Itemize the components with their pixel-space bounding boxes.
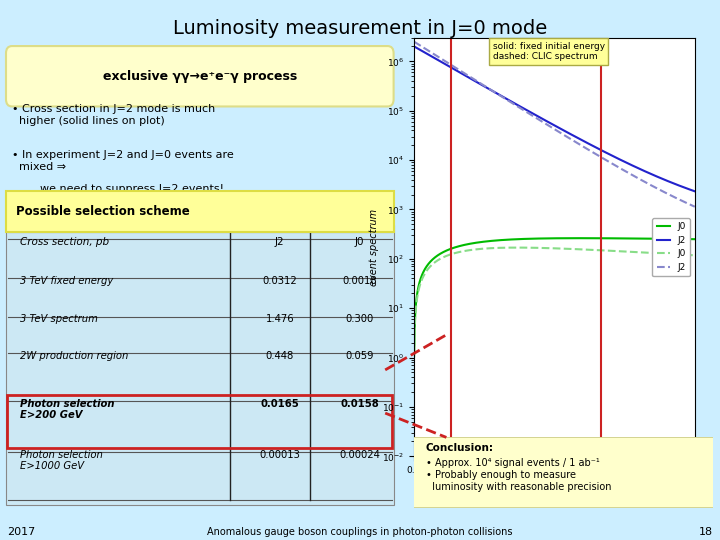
Text: Photon selection
E>200 GeV: Photon selection E>200 GeV xyxy=(20,399,114,421)
Text: exclusive γγ→e⁺e⁻γ process: exclusive γγ→e⁺e⁻γ process xyxy=(103,70,297,83)
Text: Cross section, pb: Cross section, pb xyxy=(20,237,109,247)
Text: 0.059: 0.059 xyxy=(346,350,374,361)
X-axis label: Final photon energy, TeV: Final photon energy, TeV xyxy=(494,481,615,490)
Text: we need to suppress J=2 events!: we need to suppress J=2 events! xyxy=(12,184,224,194)
Text: J0: J0 xyxy=(355,237,364,247)
Text: 3 TeV fixed energy: 3 TeV fixed energy xyxy=(20,275,113,286)
Text: 0.0165: 0.0165 xyxy=(261,399,299,409)
Text: Anomalous gauge boson couplings in photon-photon collisions: Anomalous gauge boson couplings in photo… xyxy=(207,527,513,537)
Text: J2: J2 xyxy=(275,237,284,247)
Text: Luminosity measurement in J=0 mode: Luminosity measurement in J=0 mode xyxy=(173,19,547,38)
Text: • Cross section in J=2 mode is much
  higher (solid lines on plot): • Cross section in J=2 mode is much high… xyxy=(12,104,215,126)
Text: 0.0018: 0.0018 xyxy=(342,275,377,286)
Text: 0.0158: 0.0158 xyxy=(341,399,379,409)
Text: Possible selection scheme: Possible selection scheme xyxy=(16,205,190,218)
Text: 2017: 2017 xyxy=(7,527,35,537)
Text: • Approx. 10⁴ signal events / 1 ab⁻¹
• Probably enough to measure
  luminosity w: • Approx. 10⁴ signal events / 1 ab⁻¹ • P… xyxy=(426,458,611,491)
Text: 1.476: 1.476 xyxy=(266,314,294,325)
Text: 0.448: 0.448 xyxy=(266,350,294,361)
Y-axis label: event spectrum: event spectrum xyxy=(369,208,379,286)
Text: • In experiment J=2 and J=0 events are
  mixed ⇒: • In experiment J=2 and J=0 events are m… xyxy=(12,150,234,172)
Text: 2W production region: 2W production region xyxy=(20,350,128,361)
Text: 3 TeV spectrum: 3 TeV spectrum xyxy=(20,314,98,325)
Text: 0.0312: 0.0312 xyxy=(262,275,297,286)
FancyBboxPatch shape xyxy=(6,225,394,505)
Text: 0.00024: 0.00024 xyxy=(339,450,380,460)
Text: 0.300: 0.300 xyxy=(346,314,374,325)
Legend: J0, J2, J0, J2: J0, J2, J0, J2 xyxy=(652,218,690,276)
Text: solid: fixed initial energy
dashed: CLIC spectrum: solid: fixed initial energy dashed: CLIC… xyxy=(492,42,605,62)
FancyBboxPatch shape xyxy=(6,191,394,232)
Text: 0.00013: 0.00013 xyxy=(259,450,300,460)
FancyBboxPatch shape xyxy=(411,437,716,508)
FancyBboxPatch shape xyxy=(6,46,394,106)
Text: Photon selection
E>1000 GeV: Photon selection E>1000 GeV xyxy=(20,450,103,471)
Text: Conclusion:: Conclusion: xyxy=(426,443,494,453)
Text: 18: 18 xyxy=(698,527,713,537)
